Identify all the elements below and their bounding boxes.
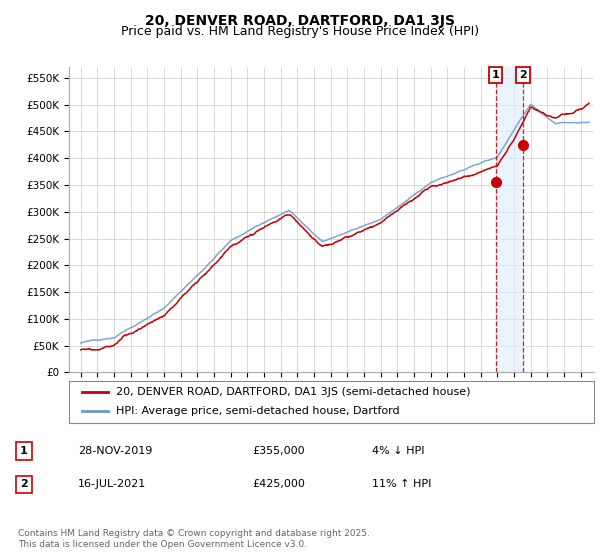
Text: 1: 1 <box>492 70 500 80</box>
Bar <box>496 67 523 372</box>
Text: HPI: Average price, semi-detached house, Dartford: HPI: Average price, semi-detached house,… <box>116 407 400 417</box>
Text: £355,000: £355,000 <box>252 446 305 456</box>
Text: 16-JUL-2021: 16-JUL-2021 <box>78 479 146 489</box>
Text: 4% ↓ HPI: 4% ↓ HPI <box>372 446 425 456</box>
Text: 1: 1 <box>20 446 28 456</box>
Text: Contains HM Land Registry data © Crown copyright and database right 2025.
This d: Contains HM Land Registry data © Crown c… <box>18 529 370 549</box>
Text: £425,000: £425,000 <box>252 479 305 489</box>
Text: 11% ↑ HPI: 11% ↑ HPI <box>372 479 431 489</box>
Text: 20, DENVER ROAD, DARTFORD, DA1 3JS: 20, DENVER ROAD, DARTFORD, DA1 3JS <box>145 14 455 28</box>
Text: 2: 2 <box>519 70 527 80</box>
Text: 28-NOV-2019: 28-NOV-2019 <box>78 446 152 456</box>
Text: Price paid vs. HM Land Registry's House Price Index (HPI): Price paid vs. HM Land Registry's House … <box>121 25 479 38</box>
Text: 2: 2 <box>20 479 28 489</box>
Text: 20, DENVER ROAD, DARTFORD, DA1 3JS (semi-detached house): 20, DENVER ROAD, DARTFORD, DA1 3JS (semi… <box>116 387 471 397</box>
